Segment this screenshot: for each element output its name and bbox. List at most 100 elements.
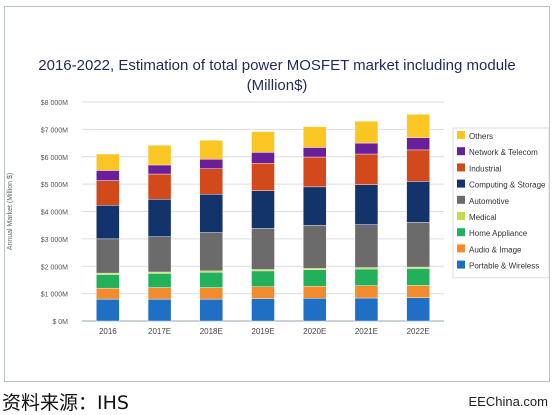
legend-label: Industrial — [469, 164, 502, 173]
bar-segment — [147, 298, 172, 322]
chart-subtitle: (Million$) — [246, 77, 308, 94]
bar-segment — [406, 268, 430, 286]
bar-segment — [303, 147, 327, 158]
bar-segment — [199, 194, 223, 233]
bar-segment — [406, 137, 430, 151]
legend-swatch — [457, 195, 465, 204]
bar-segment — [251, 298, 275, 322]
bar-segment — [96, 238, 120, 274]
bar-segment — [199, 140, 223, 160]
bar-segment — [354, 184, 379, 225]
bar-segment — [251, 286, 275, 299]
legend-swatch — [457, 244, 465, 253]
bar-segment — [147, 273, 172, 288]
bar-segment — [147, 173, 172, 200]
bar-segment — [303, 268, 327, 271]
bar-segment — [251, 270, 275, 287]
legend-swatch — [457, 179, 465, 188]
y-tick-label: $4 000M — [41, 210, 68, 217]
bar-segment — [251, 228, 275, 270]
bar-segment — [354, 120, 379, 144]
legend-label: Audio & Image — [469, 245, 522, 254]
bar-segment — [96, 170, 120, 181]
legend-swatch — [457, 212, 465, 220]
bar-segment — [303, 156, 327, 188]
x-tick-label: 2022E — [407, 327, 430, 336]
bar-segment — [96, 180, 120, 206]
bar-segment — [251, 190, 275, 229]
bar-segment — [147, 287, 172, 300]
bar-segment — [354, 297, 379, 322]
bar-segment — [96, 205, 120, 240]
bar-segment — [199, 232, 223, 272]
legend-box — [452, 127, 550, 279]
bar-segment — [406, 114, 430, 138]
bar-segment — [406, 222, 430, 268]
y-tick-label: $1 000M — [41, 292, 68, 299]
bar-segment — [406, 149, 430, 182]
legend-swatch — [457, 131, 465, 139]
bar-segment — [147, 236, 172, 273]
bar-segment — [303, 126, 327, 148]
bar-segment — [147, 198, 172, 237]
y-tick-label: $8 000M — [41, 100, 68, 107]
bar-segment — [96, 272, 120, 275]
bar-segment — [251, 131, 275, 153]
y-tick-label: $6 000M — [41, 155, 68, 162]
chart-title: 2016-2022, Estimation of total power MOS… — [38, 57, 516, 74]
bar-segment — [406, 297, 430, 322]
source-caption: 资料来源：IHS — [2, 392, 129, 414]
bar-segment — [303, 224, 327, 269]
x-tick-label: 2021E — [355, 327, 378, 336]
bar-segment — [199, 168, 223, 195]
bar-segment — [199, 298, 223, 322]
bar-segment — [303, 186, 327, 226]
legend-swatch — [457, 147, 465, 156]
legend-label: Computing & Storage — [469, 181, 546, 190]
bar-segment — [354, 285, 379, 299]
x-tick-label: 2017E — [148, 327, 171, 336]
bar-segment — [96, 153, 120, 171]
bar-segment — [354, 268, 379, 286]
legend-swatch — [457, 163, 465, 172]
bar-segment — [147, 164, 172, 175]
x-tick-label: 2016 — [99, 327, 117, 336]
bar-segment — [199, 272, 223, 288]
bar-segment — [96, 298, 120, 322]
y-tick-label: $3 000M — [41, 237, 68, 244]
bar-segment — [354, 153, 379, 185]
legend-label: Others — [469, 132, 493, 141]
bar-segment — [96, 287, 120, 300]
y-tick-label: $5 000M — [41, 182, 68, 189]
legend-label: Automotive — [469, 197, 510, 206]
x-tick-label: 2019E — [251, 327, 274, 336]
y-tick-label: $7 000M — [41, 127, 68, 134]
legend-label: Medical — [469, 213, 497, 222]
bar-segment — [406, 285, 430, 298]
bar-segment — [303, 269, 327, 287]
bar-segment — [147, 271, 172, 274]
bar-segment — [354, 142, 379, 155]
bar-segment — [199, 287, 223, 300]
bar-segment — [96, 274, 120, 289]
bar-segment — [199, 270, 223, 273]
bar-segment — [303, 286, 327, 299]
watermark: EEChina.com — [468, 394, 548, 409]
bar-segment — [251, 163, 275, 191]
legend-label: Home Appliance — [469, 229, 528, 238]
y-tick-label: $2 000M — [41, 264, 68, 271]
bar-segment — [199, 159, 223, 169]
legend-label: Portable & Wireless — [469, 262, 539, 271]
x-tick-label: 2020E — [303, 327, 326, 336]
bar-segment — [251, 269, 275, 272]
bar-segment — [406, 266, 430, 269]
bar-segment — [147, 145, 172, 166]
y-tick-label: $ 0M — [52, 319, 68, 326]
y-axis-label: Annual Market (Million $) — [7, 173, 14, 250]
bar-segment — [354, 224, 379, 268]
legend-label: Network & Telecom — [469, 148, 538, 157]
bar-segment — [406, 181, 430, 223]
bar-segment — [251, 152, 275, 164]
legend-swatch — [457, 260, 465, 269]
